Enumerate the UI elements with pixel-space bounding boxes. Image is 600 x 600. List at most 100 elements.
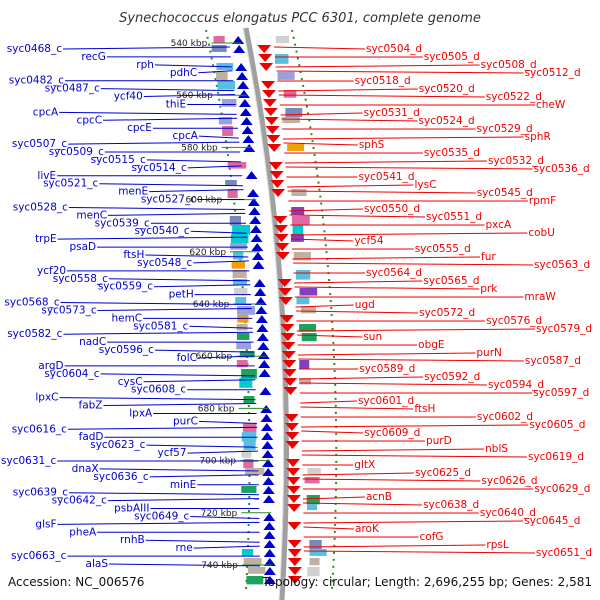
plus-strand-gene-label: syc0535_d [424, 147, 480, 159]
plus-strand-gene-label: syc0504_d [366, 43, 422, 55]
kbp-label: 560 kbp [176, 91, 213, 101]
plus-strand-arrow [278, 297, 293, 305]
gene-box [309, 549, 327, 556]
plus-strand-gene-label: syc0572_d [419, 307, 475, 319]
plus-strand-gene-label: sphS [359, 139, 385, 151]
plus-strand-arrow [279, 315, 294, 323]
plus-strand-gene-label: syc0529_d [477, 123, 533, 135]
plus-strand-arrow [286, 495, 301, 503]
plus-strand-arrow [261, 81, 276, 89]
minus-strand-gene-label: syc0639_c [13, 487, 68, 499]
plus-strand-leader [283, 142, 358, 146]
gene-box [275, 36, 290, 44]
minus-strand-arrow [235, 63, 248, 71]
gene-box [246, 576, 264, 585]
plus-strand-arrow [281, 351, 296, 359]
minus-strand-leader [63, 331, 254, 335]
minus-strand-leader [187, 165, 242, 169]
minus-strand-gene-label: syc0548_c [137, 257, 192, 269]
minus-strand-gene-label: syc0608_c [131, 384, 186, 396]
minus-strand-leader [68, 492, 259, 496]
gene-box [227, 189, 238, 199]
plus-strand-arrow [278, 288, 293, 296]
minus-strand-arrow [238, 99, 251, 107]
plus-strand-leader [303, 544, 486, 548]
plus-strand-gene-label: rpsL [486, 539, 508, 551]
plus-strand-arrow [284, 423, 299, 431]
plus-strand-arrow [261, 90, 276, 98]
minus-strand-arrow [260, 405, 273, 413]
gene-box [231, 261, 246, 269]
plus-strand-arrow [286, 486, 301, 494]
plus-strand-leader [300, 406, 414, 410]
minus-strand-gene-label: syc0596_c [99, 344, 154, 356]
minus-strand-leader [99, 468, 259, 472]
minus-strand-gene-label: rph [136, 59, 154, 71]
plus-strand-gene-label: nblS [485, 443, 508, 455]
minus-strand-arrow [263, 540, 276, 548]
minus-strand-leader [108, 563, 260, 567]
plus-strand-gene-label: ftsH [414, 403, 435, 415]
minus-strand-arrow [239, 108, 252, 116]
plus-strand-gene-label: mraW [524, 291, 556, 303]
gene-box [299, 324, 316, 332]
gene-box [233, 288, 248, 295]
plus-strand-leader [297, 334, 363, 338]
minus-strand-gene-label: folC [177, 352, 197, 364]
minus-strand-leader [145, 539, 260, 543]
plus-strand-leader [278, 94, 485, 98]
minus-strand-gene-label: syc0636_c [93, 471, 148, 483]
plus-strand-gene-label: syc0505_d [424, 51, 480, 63]
minus-strand-leader [68, 141, 240, 145]
plus-strand-gene-label: syc0626_d [481, 475, 537, 487]
minus-strand-arrow [233, 45, 246, 53]
plus-strand-gene-label: syc0640_d [480, 507, 536, 519]
minus-strand-gene-label: syc0581_c [133, 320, 188, 332]
minus-strand-leader [193, 260, 249, 264]
minus-strand-arrow [245, 171, 258, 179]
minus-strand-gene-label: ycf57 [157, 447, 186, 459]
minus-strand-gene-label: psaD [69, 241, 96, 253]
minus-strand-arrow [255, 306, 268, 314]
plus-strand-gene-label: syc0555_d [415, 243, 471, 255]
minus-strand-gene-label: rne [175, 542, 192, 554]
minus-strand-arrow [263, 549, 276, 557]
plus-strand-gene-label: syc0531_d [364, 107, 420, 119]
minus-strand-gene-label: cpcA [33, 106, 59, 118]
plus-strand-arrow [287, 522, 302, 530]
plus-strand-leader [302, 478, 481, 482]
gene-box [213, 36, 225, 43]
plus-strand-gene-label: syc0524_d [419, 115, 475, 127]
minus-strand-gene-label: syc0539_c [95, 217, 150, 229]
minus-strand-gene-label: syc0468_c [7, 43, 62, 55]
plus-strand-arrow [273, 225, 288, 233]
plus-strand-gene-label: ugd [355, 299, 375, 311]
gene-box [229, 216, 241, 226]
gene-box [216, 72, 228, 82]
plus-strand-leader [295, 310, 419, 314]
plus-strand-gene-label: ycf54 [354, 235, 383, 247]
minus-strand-gene-label: trpE [35, 233, 57, 245]
plus-strand-arrow [277, 279, 292, 287]
plus-strand-arrow [271, 189, 286, 197]
gene-box [274, 54, 289, 64]
minus-strand-arrow [237, 81, 250, 89]
minus-strand-arrow [253, 279, 266, 287]
kbp-label: 680 kbp [198, 404, 235, 414]
plus-strand-arrow [285, 441, 300, 449]
plus-strand-arrow [259, 63, 274, 71]
plus-strand-arrow [283, 387, 298, 395]
minus-strand-arrow [257, 342, 270, 350]
minus-strand-arrow [262, 468, 275, 476]
minus-strand-gene-label: hemC [111, 312, 142, 324]
gene-box [309, 540, 322, 550]
plus-strand-gene-label: syc0625_d [415, 467, 471, 479]
plus-strand-gene-label: acnB [366, 491, 392, 503]
plus-strand-gene-label: purD [426, 435, 452, 447]
plus-strand-arrow [269, 171, 284, 179]
minus-strand-arrow [263, 531, 276, 539]
map-title: Synechococcus elongatus PCC 6301, comple… [119, 11, 481, 26]
gene-box [299, 378, 312, 385]
minus-strand-gene-label: minE [170, 479, 196, 491]
plus-strand-leader [303, 502, 423, 506]
